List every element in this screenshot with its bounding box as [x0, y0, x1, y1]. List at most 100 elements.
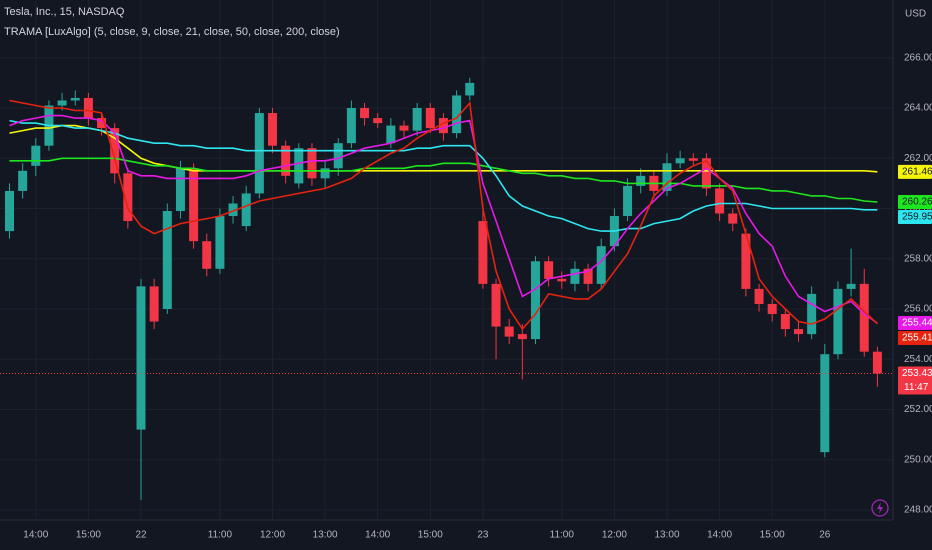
candle-body — [728, 213, 738, 224]
y-tick-label: 254.00 — [904, 354, 932, 365]
candle-body — [544, 261, 554, 279]
price-axis: 248.00 250.00 252.00 254.00 256.00 258.00 260.… — [898, 52, 932, 516]
candle-body — [18, 170, 28, 191]
x-tick-label: 15:00 — [760, 530, 785, 541]
x-tick-label: 23 — [477, 530, 489, 541]
indicator-line — [9, 99, 878, 331]
candle-body — [767, 303, 777, 315]
indicator-line — [9, 119, 878, 232]
candle-body — [175, 168, 185, 212]
candle-body — [465, 82, 475, 96]
y-tick-label: 250.00 — [904, 454, 932, 465]
y-tick-label: 252.00 — [904, 404, 932, 415]
candle-body — [623, 185, 633, 217]
indicator-line — [9, 157, 878, 203]
x-tick-label: 14:00 — [365, 530, 390, 541]
candle-body — [833, 288, 843, 355]
candle-body — [162, 211, 172, 309]
price-label: 255.41 — [902, 333, 932, 344]
candle-body — [517, 334, 527, 340]
candle-body — [333, 143, 343, 169]
x-tick-label: 15:00 — [76, 530, 101, 541]
candle-body — [688, 158, 698, 161]
candle-body — [189, 168, 199, 242]
candle-body — [281, 145, 291, 176]
candle-body — [346, 108, 356, 144]
candle-body — [268, 113, 277, 146]
candle-body — [57, 100, 67, 106]
candle-body — [425, 108, 435, 129]
candle-body — [110, 128, 120, 174]
candle-body — [701, 158, 711, 189]
candle-body — [754, 288, 764, 304]
price-label-bg — [898, 194, 932, 209]
candle-body — [636, 175, 646, 186]
candle-body — [5, 190, 14, 232]
candle-body — [373, 118, 383, 124]
candle-body — [872, 351, 882, 374]
candle-body — [97, 118, 107, 129]
candle-body — [31, 145, 41, 166]
y-tick-label: 266.00 — [904, 52, 932, 63]
x-tick-label: 12:00 — [260, 530, 285, 541]
y-tick-label: 248.00 — [904, 505, 932, 516]
x-tick-label: 11:00 — [550, 530, 575, 541]
candle-body — [241, 193, 251, 227]
candle-body — [780, 314, 790, 330]
x-tick-label: 26 — [819, 530, 831, 541]
candle-body — [70, 97, 80, 101]
candle-body — [452, 95, 462, 134]
price-label-bg — [898, 209, 932, 224]
price-label-bg — [898, 316, 932, 331]
candle-body — [149, 286, 159, 322]
countdown: 11:47 — [904, 382, 929, 393]
candle-body — [741, 233, 751, 289]
y-tick-label: 256.00 — [904, 304, 932, 315]
candle-body — [846, 283, 856, 289]
x-tick-label: 11:00 — [208, 530, 233, 541]
price-label: 253.43 — [902, 368, 932, 379]
candle-body — [557, 278, 567, 282]
candle-body — [438, 118, 448, 134]
alert-icon[interactable] — [871, 499, 889, 517]
price-label-bg — [898, 331, 932, 346]
candle-body — [123, 173, 133, 222]
plot — [0, 77, 893, 500]
price-label: 261.46 — [902, 166, 932, 177]
candle-body — [596, 246, 606, 284]
candle-body — [491, 283, 501, 327]
price-label: 259.95 — [902, 212, 932, 223]
candle-body — [83, 97, 93, 119]
candle-body — [478, 221, 488, 284]
candle-body — [715, 188, 725, 214]
currency: USD — [905, 9, 926, 20]
candle-body — [320, 168, 330, 179]
indicator-title: TRAMA [LuxAlgo] (5, close, 9, close, 21,… — [4, 26, 340, 38]
indicator-line — [9, 124, 878, 173]
candle-body — [412, 108, 422, 131]
candle-body — [228, 203, 238, 217]
candle-body — [254, 113, 264, 194]
price-label: 260.26 — [902, 197, 932, 208]
candle-body — [307, 148, 317, 179]
x-tick-label: 12:00 — [602, 530, 627, 541]
candle-body — [399, 125, 409, 131]
x-tick-label: 22 — [135, 530, 147, 541]
candle-body — [531, 261, 540, 340]
y-tick-label: 264.00 — [904, 103, 932, 114]
candle-body — [504, 326, 514, 337]
candle-body — [136, 286, 146, 430]
x-tick-label: 14:00 — [23, 530, 48, 541]
candle-body — [675, 158, 685, 164]
candle-body — [807, 293, 817, 335]
candle-body — [820, 354, 830, 453]
chart-title: Tesla, Inc., 15, NASDAQ — [4, 6, 125, 18]
candle-body — [202, 241, 212, 269]
candle-body — [215, 216, 225, 269]
price-label-bg — [898, 164, 932, 179]
candle-body — [583, 268, 593, 284]
x-tick-label: 13:00 — [654, 530, 679, 541]
candle-body — [662, 163, 672, 191]
